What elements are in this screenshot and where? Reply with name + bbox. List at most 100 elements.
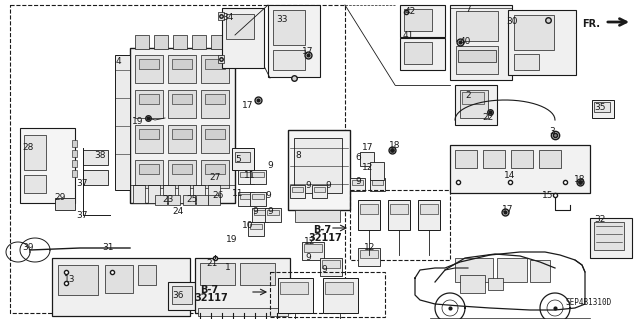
Text: 39: 39 [22,243,34,253]
Bar [497,258,527,282]
Bar [288,130,350,210]
Bar [10,5,345,313]
Bar [240,263,275,285]
Bar [135,55,163,83]
Text: 9: 9 [355,177,361,187]
Bar [280,282,308,294]
Bar [460,90,488,118]
Text: 32117: 32117 [308,233,342,243]
Text: 27: 27 [209,174,221,182]
Text: 17: 17 [302,48,314,56]
Bar [139,164,159,174]
Bar [211,35,225,49]
Bar [135,35,149,49]
Bar [450,145,590,193]
Bar [455,85,497,125]
Bar [514,54,539,70]
Bar [163,185,175,203]
Text: 12: 12 [364,243,376,253]
Bar [483,150,505,168]
Bar [172,94,192,104]
Bar [148,185,160,203]
Bar [139,59,159,69]
Text: 29: 29 [54,194,66,203]
Text: FR.: FR. [582,19,600,29]
Text: 28: 28 [22,144,34,152]
Bar [514,15,554,50]
Bar [218,12,224,20]
Text: 10: 10 [243,220,253,229]
Bar [235,152,250,162]
Bar [139,94,159,104]
Bar [314,187,325,192]
Bar [250,170,266,184]
Bar [594,102,610,112]
Bar [196,286,216,304]
Bar [240,172,252,177]
Bar [135,160,163,188]
Bar [200,263,235,285]
Bar [205,94,225,104]
Bar [154,35,168,49]
Text: 19: 19 [132,117,144,127]
Bar [508,10,576,75]
Bar [172,164,192,174]
Bar [360,250,378,258]
Bar [139,129,159,139]
Bar [205,164,225,174]
Bar [135,125,163,153]
Bar [462,92,484,104]
Bar [360,152,374,166]
Bar [530,260,550,282]
Bar [265,208,281,222]
Bar [294,138,342,193]
Bar [72,150,77,157]
Bar [456,11,498,41]
Text: 9: 9 [267,207,273,217]
Text: 9: 9 [252,207,258,217]
Bar [273,10,305,45]
Bar [24,175,46,193]
Bar [370,162,384,180]
Text: 36: 36 [172,291,184,300]
Bar [135,90,163,118]
Bar [350,190,450,260]
Bar [232,148,254,170]
Bar [455,150,477,168]
Bar [594,222,624,250]
Bar [268,5,320,77]
Text: 21: 21 [206,259,218,269]
Bar [460,275,485,293]
Bar [178,185,190,203]
Bar [388,200,410,230]
Bar [400,38,445,70]
Text: 23: 23 [163,196,173,204]
Bar [450,5,512,80]
Bar [252,208,268,222]
Bar [83,170,108,185]
Text: 1: 1 [225,263,231,272]
Text: 4: 4 [115,57,121,66]
Text: 9: 9 [265,190,271,199]
Text: 5: 5 [235,155,241,165]
Bar [55,198,75,210]
Text: 41: 41 [403,31,413,40]
Bar [72,140,77,147]
Bar [488,278,503,290]
Bar [168,160,196,188]
Bar [218,55,224,63]
Text: 31: 31 [102,243,114,253]
Bar [511,150,533,168]
Bar [372,180,383,185]
Bar [320,258,342,276]
Bar [250,192,266,206]
Bar [193,185,205,203]
Bar [312,185,327,198]
Bar [72,160,77,167]
Bar [195,258,290,313]
Bar [290,185,305,198]
Bar [252,172,264,177]
Bar [278,278,313,313]
Bar [173,35,187,49]
Bar [458,50,496,62]
